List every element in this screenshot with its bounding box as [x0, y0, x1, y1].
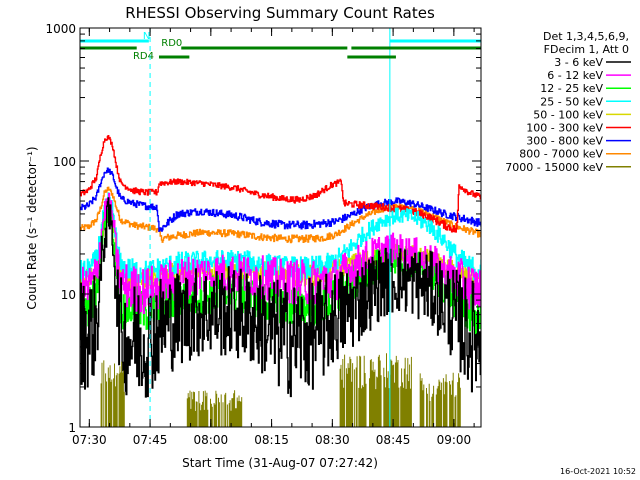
legend-entry-label: 300 - 800 keV [526, 135, 603, 148]
legend-entry-label: 6 - 12 keV [547, 69, 603, 82]
plot-frame [79, 27, 482, 428]
legend-entry-label: 50 - 100 keV [533, 108, 603, 121]
y-tick-label: 1000 [45, 22, 76, 36]
series-line-6 [80, 167, 481, 232]
x-tick-label: 08:15 [254, 433, 289, 447]
legend-entry-label: 25 - 50 keV [540, 95, 603, 108]
y-tick-label: 100 [53, 155, 76, 169]
series-line-1 [80, 192, 481, 315]
legend-entry-label: 100 - 300 keV [526, 122, 603, 135]
state-bar-label-rd0: RD0 [161, 38, 182, 49]
legend-entry-label: 3 - 6 keV [554, 56, 603, 69]
legend-header-line: FDecim 1, Att 0 [544, 43, 629, 56]
y-axis-label: Count Rate (s⁻¹ detector⁻¹) [25, 146, 39, 309]
x-axis-label: Start Time (31-Aug-07 07:27:42) [182, 456, 378, 470]
state-bars-layer: N RD0 RD4 [80, 31, 481, 62]
x-tick-label: 07:45 [133, 433, 168, 447]
x-tick-label: 08:00 [194, 433, 229, 447]
x-tick-label: 09:00 [437, 433, 472, 447]
y-tick-label: 10 [61, 288, 76, 302]
chart-title: RHESSI Observing Summary Count Rates [125, 4, 435, 22]
state-bar-label-rd4: RD4 [133, 51, 154, 62]
x-tick-label: 08:45 [376, 433, 411, 447]
series-layer [80, 135, 481, 427]
y-tick-label: 1 [68, 421, 76, 435]
axes-layer: 07:30 07:45 08:00 08:15 08:30 08:45 09:00 1 10 10… [45, 22, 481, 447]
legend-entry-label: 800 - 7000 keV [519, 148, 603, 161]
legend-entry-label: 7000 - 15000 keV [505, 161, 603, 174]
timestamp: 16-Oct-2021 10:52 [560, 467, 636, 476]
state-bar-label-n: N [143, 31, 150, 42]
series-line-5 [80, 135, 481, 233]
legend-entry-label: 12 - 25 keV [540, 82, 603, 95]
series-line-8 [100, 353, 461, 427]
x-tick-label: 08:30 [315, 433, 350, 447]
series-line-0 [80, 197, 481, 398]
x-tick-label: 07:30 [72, 433, 107, 447]
legend-header-line: Det 1,3,4,5,6,9, [543, 30, 629, 43]
legend: Det 1,3,4,5,6,9,FDecim 1, Att 03 - 6 keV… [505, 30, 631, 174]
